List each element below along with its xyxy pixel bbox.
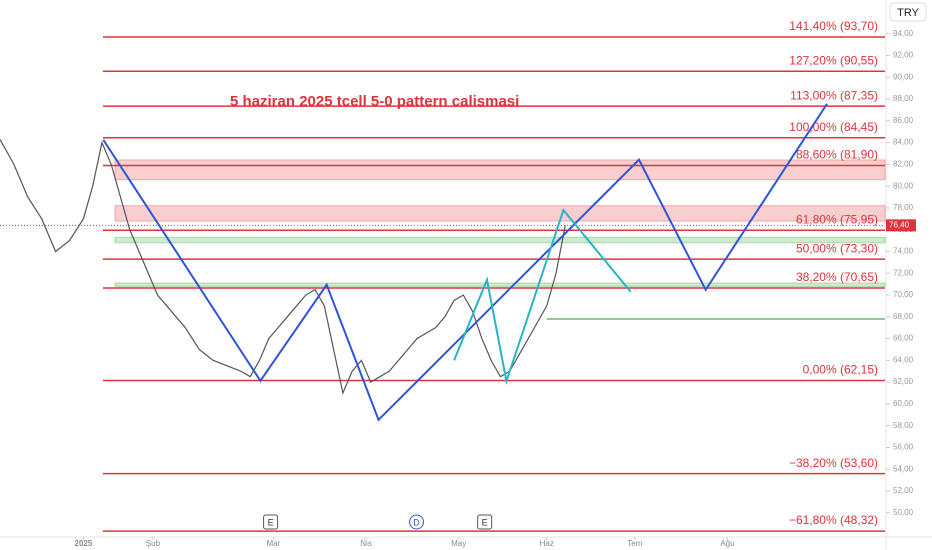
event-label: E (482, 517, 488, 527)
pattern-line (102, 103, 828, 422)
y-tick-label: 88,00 (893, 94, 914, 103)
x-tick-label: Nis (360, 539, 372, 548)
y-tick-label: 80,00 (893, 181, 914, 190)
y-tick-label: 62,00 (893, 377, 914, 386)
y-tick-label: 94,00 (893, 29, 914, 38)
fib-label: 113,00% (87,35) (790, 88, 878, 102)
event-marker[interactable] (477, 514, 493, 530)
y-tick-label: 92,00 (893, 51, 914, 60)
event-marker[interactable] (263, 514, 279, 530)
x-tick-label: Mar (266, 539, 280, 548)
fib-label: −61,80% (48,32) (789, 513, 878, 527)
x-tick-label: May (451, 539, 466, 548)
y-tick-label: 54,00 (893, 464, 914, 473)
fib-label: 38,20% (70,65) (796, 270, 878, 284)
currency: TRY (897, 7, 919, 19)
zone (114, 205, 886, 222)
chart-title: 5 haziran 2025 tcell 5-0 pattern calisma… (230, 93, 519, 110)
x-tick-label: Şub (146, 539, 161, 548)
zone (114, 282, 886, 287)
fib-label: 61,80% (75,95) (796, 212, 878, 226)
y-tick-label: 84,00 (893, 138, 914, 147)
zone (114, 236, 886, 244)
x-tick-label: 2025 (75, 539, 93, 548)
y-tick-label: 68,00 (893, 312, 914, 321)
fib-label: −38,20% (53,60) (789, 456, 878, 470)
fib-label: 100,00% (84,45) (789, 120, 878, 134)
event-marker[interactable] (409, 514, 425, 530)
price-tag-box (886, 219, 916, 232)
pattern-line (453, 208, 632, 385)
y-tick-label: 52,00 (893, 486, 914, 495)
x-tick-label: Tem (627, 539, 642, 548)
y-tick-label: 90,00 (893, 72, 914, 81)
y-tick-label: 82,00 (893, 160, 914, 169)
fib-label: 141,40% (93,70) (789, 19, 878, 33)
event-label: E (268, 517, 274, 527)
fib-label: 50,00% (73,30) (796, 241, 878, 255)
y-tick-label: 64,00 (893, 355, 914, 364)
x-tick-label: Ağu (720, 539, 734, 548)
x-tick-label: Haz (540, 539, 554, 548)
y-tick-label: 74,00 (893, 247, 914, 256)
fib-label: 88,60% (81,90) (796, 148, 878, 162)
y-tick-label: 78,00 (893, 203, 914, 212)
price-line-series (0, 139, 566, 396)
y-tick-label: 86,00 (893, 116, 914, 125)
y-tick-label: 60,00 (893, 399, 914, 408)
y-tick-label: 72,00 (893, 268, 914, 277)
y-tick-label: 58,00 (893, 421, 914, 430)
y-tick-label: 66,00 (893, 334, 914, 343)
y-tick-label: 50,00 (893, 508, 914, 517)
zone (114, 159, 886, 181)
currency-box[interactable] (889, 2, 927, 22)
fib-label: 0,00% (62,15) (803, 363, 878, 377)
y-tick-label: 56,00 (893, 443, 914, 452)
event-label: D (413, 517, 420, 527)
fib-label: 127,20% (90,55) (789, 53, 878, 67)
price-tag: 76,40 (889, 220, 910, 229)
y-tick-label: 70,00 (893, 290, 914, 299)
